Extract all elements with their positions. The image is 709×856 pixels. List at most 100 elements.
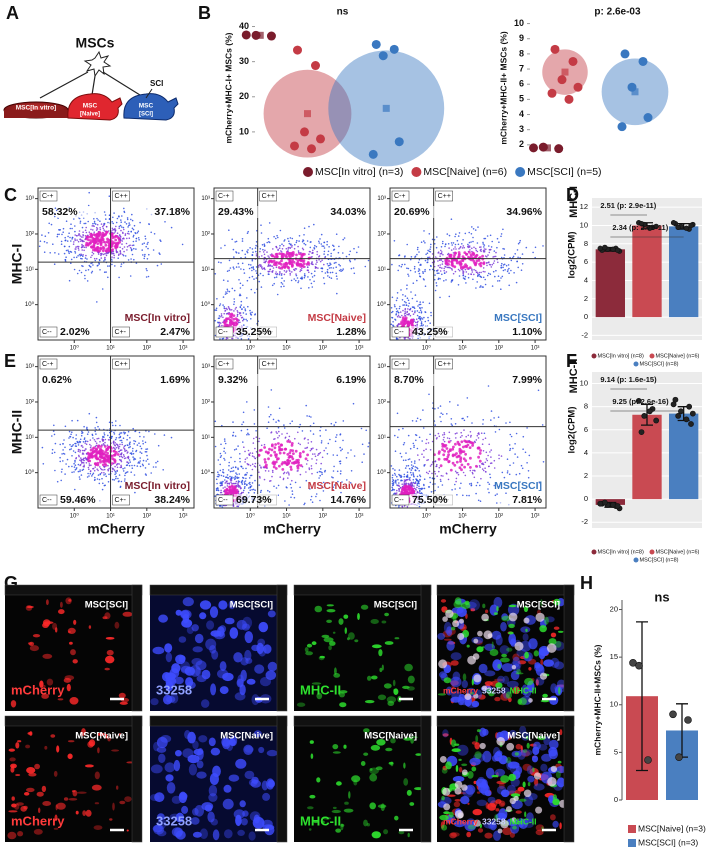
event-dot [160,263,163,265]
signal-spot [68,599,72,602]
event-dot [462,450,466,453]
event-dot [353,247,355,250]
event-dot [79,469,81,471]
event-dot [98,451,102,455]
event-dot [224,293,227,295]
signal-spot [73,619,77,625]
ortho-strip [131,584,143,712]
event-dot [229,309,231,311]
event-dot [95,433,97,435]
event-dot [260,444,263,447]
event-dot [339,462,342,465]
event-dot [398,469,401,471]
event-dot [477,226,479,228]
event-dot [229,470,232,473]
event-dot [493,467,496,469]
event-dot [142,254,144,256]
event-dot [342,439,344,442]
event-dot [255,244,257,247]
signal-spot [507,631,514,635]
event-dot [455,437,457,439]
event-dot [319,474,322,477]
event-dot [63,252,66,255]
y-tick-label: 10² [377,400,386,406]
event-dot [217,471,219,474]
event-dot [220,314,223,317]
event-dot [217,489,219,491]
event-dot [457,251,461,254]
event-dot [71,471,73,474]
event-dot [160,240,162,242]
x-axis-label: mCherry [263,521,321,537]
mean-marker [382,104,390,112]
event-dot [445,271,448,273]
event-dot [468,439,470,442]
event-dot [318,242,321,244]
event-dot [423,465,426,467]
event-dot [138,239,140,241]
panel-label: C [4,185,17,205]
signal-spot [522,633,529,642]
event-dot [419,307,422,310]
event-dot [424,259,427,262]
event-dot [242,441,244,443]
event-dot [442,240,444,243]
event-dot [82,458,84,461]
event-dot [223,490,225,493]
event-dot [454,235,456,238]
event-dot [222,480,224,483]
event-dot [464,232,467,235]
event-dot [79,459,81,462]
event-dot [445,279,447,281]
mouse-icon [123,93,179,121]
event-dot [51,435,53,437]
event-dot [284,437,287,439]
event-dot [85,237,87,239]
event-dot [508,272,510,275]
event-dot [120,236,122,238]
signal-spot [493,612,498,615]
event-dot [448,234,451,237]
signal-spot [500,657,510,663]
event-dot [292,260,296,264]
event-dot [241,423,243,426]
event-dot [228,482,231,485]
quadrant-percent: 1.69% [160,374,190,386]
x-tick-label: 10¹ [282,346,291,352]
event-dot [235,448,238,450]
event-dot [507,269,509,271]
event-dot [417,320,419,323]
event-dot [96,461,100,465]
event-dot [505,492,507,495]
event-dot [263,267,266,269]
event-dot [452,272,455,275]
event-dot [120,239,122,242]
event-dot [86,258,88,260]
event-dot [250,264,252,266]
event-dot [322,490,325,492]
event-dot [454,270,457,273]
y-tick-label: 10¹ [25,435,34,441]
event-dot [237,467,239,470]
event-dot [352,402,355,405]
event-dot [275,255,279,259]
event-dot [528,454,531,457]
y-tick-label: 8 [584,239,588,248]
event-dot [132,452,135,455]
signal-spot [311,641,317,646]
event-dot [360,427,363,430]
event-dot [468,483,471,485]
event-dot [97,425,99,428]
event-dot [103,432,105,434]
event-dot [413,320,416,322]
event-dot [493,417,495,419]
event-dot [264,249,266,252]
event-dot [311,286,314,288]
event-dot [121,441,123,444]
event-dot [471,226,473,228]
point [573,82,583,92]
event-dot [114,242,118,245]
event-dot [99,269,101,271]
event-dot [122,437,125,440]
event-dot [225,323,229,327]
